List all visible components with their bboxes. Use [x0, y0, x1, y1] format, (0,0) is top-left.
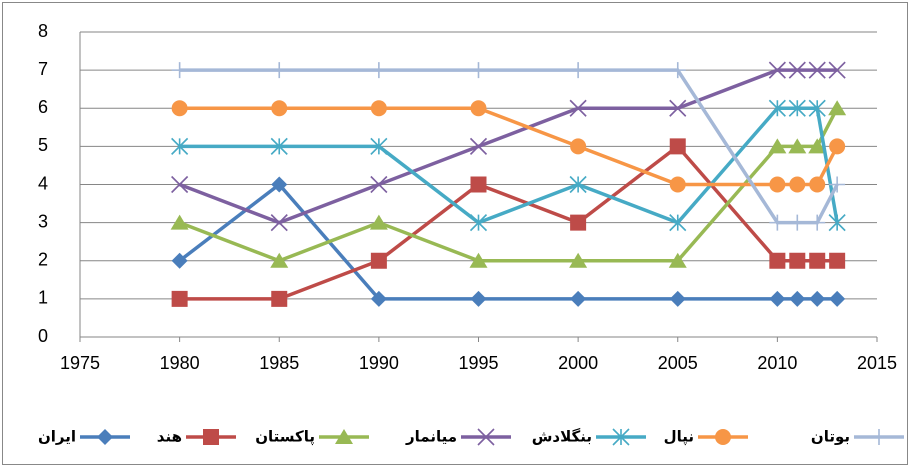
- marker: [172, 291, 188, 307]
- marker: [670, 138, 686, 154]
- x-tick-label: 2015: [857, 353, 897, 373]
- legend-label: میانمار: [405, 428, 457, 446]
- legend-label: بنگلادش: [532, 428, 592, 446]
- x-tick-label: 2010: [757, 353, 797, 373]
- y-tick-label: 4: [38, 173, 48, 193]
- x-tick-label: 1985: [259, 353, 299, 373]
- legend-label: نپال: [664, 428, 694, 447]
- legend-label: ایران: [38, 428, 76, 446]
- marker: [769, 177, 785, 193]
- marker: [371, 253, 387, 269]
- legend-label: هند: [157, 428, 182, 446]
- y-tick-label: 1: [38, 288, 48, 308]
- marker: [172, 100, 188, 116]
- y-tick-label: 5: [38, 135, 48, 155]
- y-tick-label: 8: [38, 21, 48, 41]
- marker: [271, 100, 287, 116]
- y-tick-label: 3: [38, 211, 48, 231]
- marker: [715, 429, 731, 445]
- marker: [570, 215, 586, 231]
- y-tick-label: 2: [38, 250, 48, 270]
- y-tick-label: 6: [38, 97, 48, 117]
- y-tick-label: 7: [38, 59, 48, 79]
- marker: [829, 253, 845, 269]
- marker: [371, 100, 387, 116]
- marker: [471, 100, 487, 116]
- x-tick-label: 1990: [359, 353, 399, 373]
- chart: 0 1 2 3 4 5 6 7 8 1975 1980 1985 1990 1995 2000 2005 201…: [0, 0, 911, 468]
- marker: [789, 177, 805, 193]
- x-tick-label: 1980: [160, 353, 200, 373]
- marker: [809, 177, 825, 193]
- legend-label: بوتان: [811, 428, 850, 446]
- x-tick-label: 1995: [458, 353, 498, 373]
- marker: [471, 177, 487, 193]
- x-tick-label: 2005: [658, 353, 698, 373]
- marker: [809, 253, 825, 269]
- y-tick-label: 0: [38, 326, 48, 346]
- marker: [203, 429, 219, 445]
- marker: [271, 291, 287, 307]
- x-tick-label: 2000: [558, 353, 598, 373]
- marker: [570, 138, 586, 154]
- marker: [789, 253, 805, 269]
- marker: [670, 177, 686, 193]
- legend-label: پاکستان: [255, 428, 315, 447]
- marker: [829, 138, 845, 154]
- marker: [769, 253, 785, 269]
- x-tick-label: 1975: [60, 353, 100, 373]
